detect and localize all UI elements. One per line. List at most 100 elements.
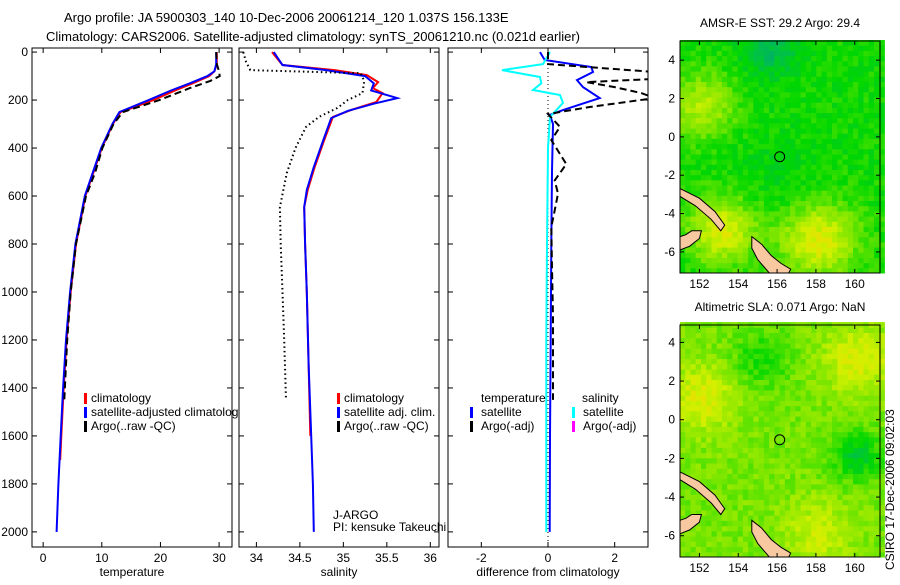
y-tick-label: -6 — [664, 245, 675, 259]
legend-entry: satellite — [583, 405, 624, 419]
salinity-profile-plot: 34 34.5 35 35.5 36 salinity climatologysatelli… — [238, 47, 446, 579]
y-tick-label: 400 — [8, 141, 28, 155]
axes-frame — [447, 47, 649, 548]
map-frame — [679, 324, 881, 558]
y-tick-label: 200 — [8, 93, 28, 107]
legend-swatch — [337, 407, 340, 418]
y-tick-label: 1200 — [1, 333, 28, 347]
y-tick-label: 4 — [668, 53, 675, 67]
legend-swatch — [470, 421, 473, 432]
legend-swatch — [84, 421, 87, 432]
land-coastline — [751, 519, 792, 558]
sst-map: AMSR-E SST: 29.2 Argo: 29.4 152 154 156 158 1… — [664, 16, 885, 291]
x-tick-label: 35 — [337, 551, 351, 565]
x-tick-label: 2 — [611, 551, 618, 565]
legend-swatch — [84, 407, 87, 418]
x-tick-label: 160 — [845, 561, 865, 575]
y-tick-label: 2000 — [1, 525, 28, 539]
x-tick-label: 158 — [806, 277, 826, 291]
series-line-satellite-adj-clim- — [272, 51, 402, 532]
x-tick-label: 30 — [212, 551, 226, 565]
timestamp-stamp: CSIRO 17-Dec-2006 09:02:03 — [883, 409, 897, 570]
land-coastline — [679, 514, 703, 535]
map-title: AMSR-E SST: 29.2 Argo: 29.4 — [700, 16, 860, 30]
map-frame — [679, 40, 881, 274]
x-axis-label: salinity — [321, 565, 358, 579]
x-tick-label: 36 — [424, 551, 438, 565]
x-tick-label: 156 — [767, 561, 787, 575]
legend-entry: Argo(..raw -QC) — [91, 419, 176, 433]
legend-header-temperature: temperature — [481, 391, 546, 405]
y-tick-label: 0 — [21, 45, 28, 59]
y-tick-label: 4 — [668, 335, 675, 349]
y-tick-label: 0 — [668, 130, 675, 144]
x-tick-label: 158 — [806, 561, 826, 575]
land-coastline — [679, 187, 726, 232]
y-tick-label: 1000 — [1, 285, 28, 299]
x-tick-label: 10 — [95, 551, 109, 565]
y-tick-label: 600 — [8, 189, 28, 203]
x-tick-label: 156 — [767, 277, 787, 291]
legend-swatch — [572, 421, 575, 432]
legend-entry: climatology — [91, 391, 151, 405]
sla-map: Altimetric SLA: 0.071 Argo: NaN 152 154 156… — [664, 300, 885, 575]
series-line-salinity-satellite — [501, 51, 565, 532]
legend-entry: Argo(-adj) — [481, 419, 534, 433]
series-line-argo-raw-qc- — [63, 52, 221, 400]
y-tick-label: -4 — [664, 207, 675, 221]
map-color-field — [680, 322, 885, 558]
pi-annotation: J-ARGO — [333, 508, 378, 522]
x-tick-label: -2 — [476, 551, 487, 565]
figure-title-line2: Climatology: CARS2006. Satellite-adjuste… — [46, 29, 580, 44]
series-line-temperature-satellite — [539, 51, 602, 532]
y-tick-label: -6 — [664, 529, 675, 543]
y-tick-label: -4 — [664, 490, 675, 504]
x-axis-label: temperature — [100, 565, 165, 579]
x-tick-label: 152 — [689, 561, 709, 575]
x-tick-label: 20 — [154, 551, 168, 565]
legend-swatch — [337, 421, 340, 432]
x-tick-label: 34 — [250, 551, 264, 565]
series-line-satellite-adjusted-climatology — [55, 52, 218, 532]
x-tick-label: 154 — [728, 561, 748, 575]
axes-frame — [238, 47, 440, 548]
y-tick-label: 2 — [668, 92, 675, 106]
legend-swatch — [572, 407, 575, 418]
legend-entry: satellite — [481, 405, 522, 419]
x-tick-label: 154 — [728, 277, 748, 291]
land-coastline — [679, 230, 703, 251]
y-tick-label: 800 — [8, 237, 28, 251]
temperature-profile-plot: 0 10 20 30 0 200 400 600 800 1000 1200 1400 1600 1800… — [1, 45, 244, 579]
land-coastline — [679, 471, 726, 516]
figure-title-line1: Argo profile: JA 5900303_140 10-Dec-2006… — [64, 10, 509, 25]
map-color-field — [680, 40, 885, 274]
pi-annotation: PI: kensuke Takeuchi — [333, 520, 446, 534]
float-position-marker — [774, 151, 786, 163]
x-tick-label: 35.5 — [375, 551, 399, 565]
y-tick-label: 1400 — [1, 381, 28, 395]
y-tick-label: -2 — [664, 451, 675, 465]
x-tick-label: 0 — [545, 551, 552, 565]
legend-entry: climatology — [344, 391, 404, 405]
x-tick-label: 0 — [40, 551, 47, 565]
legend-entry: Argo(-adj) — [583, 419, 636, 433]
legend-entry: Argo(..raw -QC) — [344, 419, 429, 433]
x-axis-label: difference from climatology — [476, 565, 619, 579]
y-tick-label: 1600 — [1, 429, 28, 443]
legend-entry: satellite adj. clim. — [344, 405, 435, 419]
y-tick-label: 0 — [668, 413, 675, 427]
x-tick-label: 34.5 — [288, 551, 312, 565]
x-tick-label: 160 — [845, 277, 865, 291]
map-title: Altimetric SLA: 0.071 Argo: NaN — [695, 300, 866, 314]
legend-swatch — [470, 407, 473, 418]
x-tick-label: 152 — [689, 277, 709, 291]
y-tick-label: -2 — [664, 168, 675, 182]
y-tick-label: 1800 — [1, 477, 28, 491]
legend-swatch — [84, 393, 87, 404]
legend-header-salinity: salinity — [582, 391, 619, 405]
float-position-marker — [774, 434, 786, 446]
legend-swatch — [337, 393, 340, 404]
legend-entry: satellite-adjusted climatology — [91, 405, 244, 419]
